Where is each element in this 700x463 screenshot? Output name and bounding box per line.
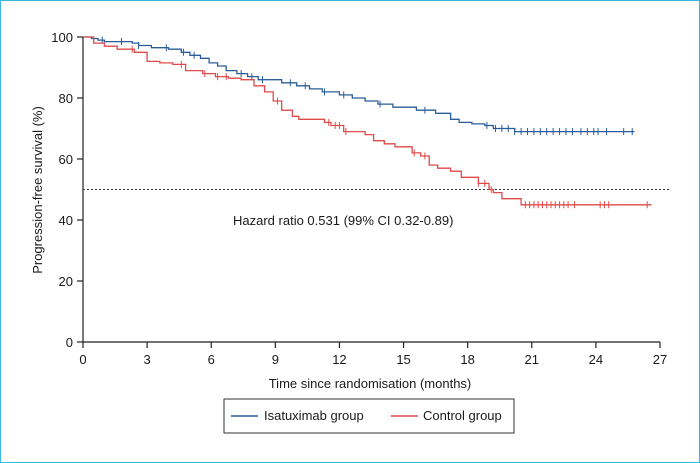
y-tick-label: 20 xyxy=(59,274,73,289)
legend-label-control: Control group xyxy=(423,408,502,423)
x-tick-label: 15 xyxy=(396,352,410,367)
legend: Isatuximab group Control group xyxy=(223,398,515,434)
series-line-control xyxy=(83,36,652,206)
x-tick-label: 12 xyxy=(332,352,346,367)
legend-label-isatuximab: Isatuximab group xyxy=(264,408,364,423)
x-tick-label: 18 xyxy=(460,352,474,367)
y-axis-title: Progression-free survival (%) xyxy=(30,106,45,274)
axes: 0 3 6 9 12 15 18 21 24 27 0 20 40 60 80 100 xyxy=(51,30,667,367)
y-tick-label: 80 xyxy=(59,91,73,106)
x-tick-label: 21 xyxy=(525,352,539,367)
x-tick-label: 3 xyxy=(143,352,150,367)
hazard-ratio-annotation: Hazard ratio 0.531 (99% CI 0.32-0.89) xyxy=(233,213,453,228)
y-tick-label: 100 xyxy=(51,30,73,45)
x-tick-label: 6 xyxy=(208,352,215,367)
x-tick-label: 27 xyxy=(653,352,667,367)
x-tick-label: 9 xyxy=(272,352,279,367)
x-axis-title: Time since randomisation (months) xyxy=(269,376,472,391)
y-tick-label: 0 xyxy=(66,335,73,350)
series-line-isatuximab xyxy=(83,36,635,133)
x-tick-label: 24 xyxy=(589,352,603,367)
series-group xyxy=(83,36,652,209)
y-tick-label: 40 xyxy=(59,213,73,228)
x-tick-label: 0 xyxy=(79,352,86,367)
y-tick-label: 60 xyxy=(59,152,73,167)
legend-box xyxy=(223,398,515,434)
